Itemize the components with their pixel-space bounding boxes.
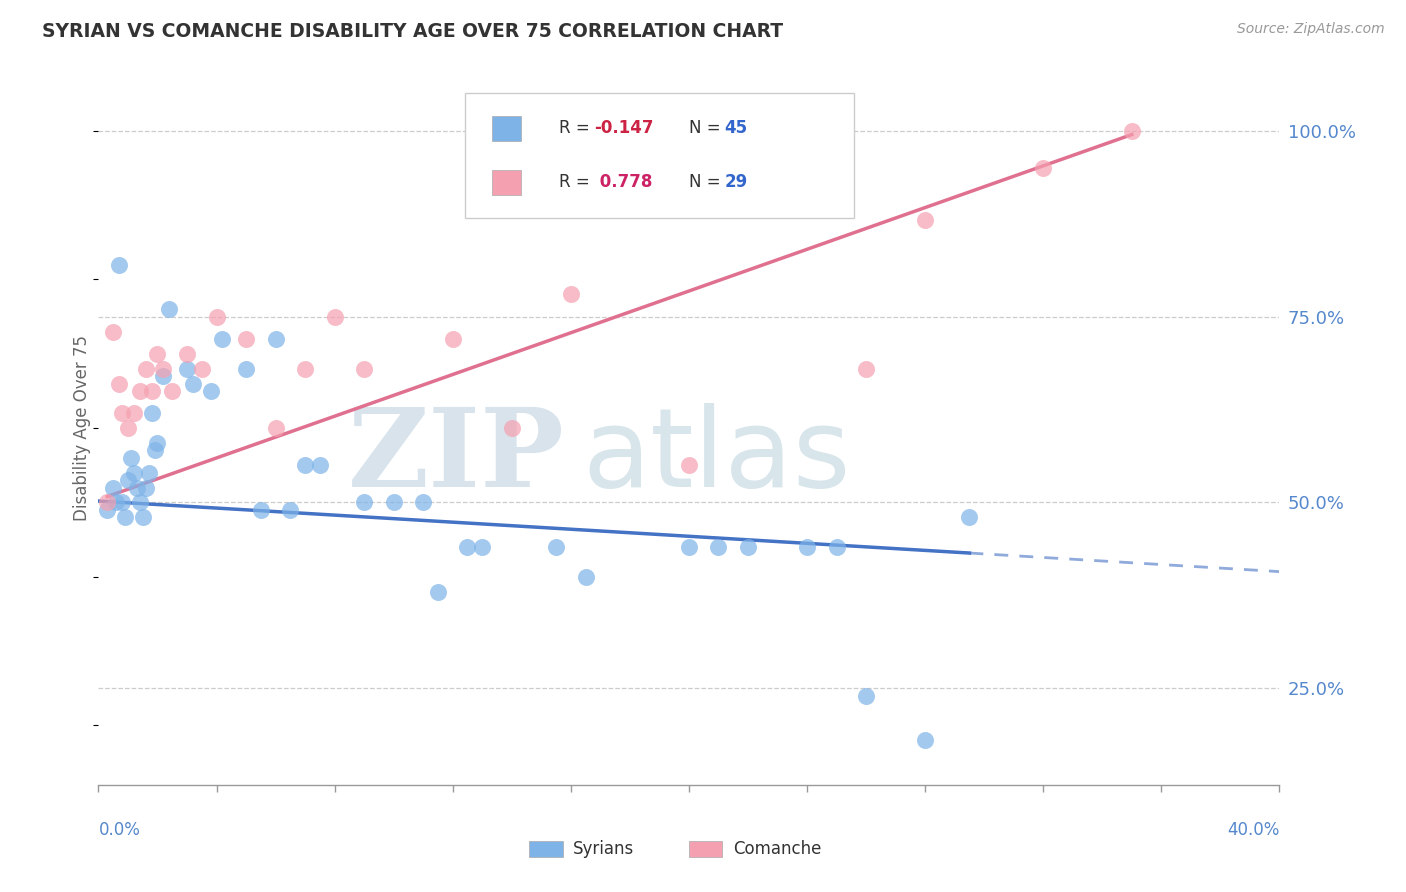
Text: atlas: atlas bbox=[582, 403, 851, 510]
Point bbox=[412, 495, 434, 509]
Point bbox=[796, 540, 818, 554]
Point bbox=[914, 733, 936, 747]
Text: R =: R = bbox=[560, 173, 595, 191]
Point bbox=[152, 361, 174, 376]
Point bbox=[1121, 124, 1143, 138]
Point bbox=[108, 258, 131, 272]
Point bbox=[382, 495, 405, 509]
Point bbox=[1032, 161, 1054, 175]
Point bbox=[427, 584, 450, 599]
Point bbox=[117, 421, 139, 435]
Point bbox=[103, 325, 125, 339]
Point bbox=[181, 376, 204, 391]
Text: 0.778: 0.778 bbox=[595, 173, 652, 191]
Point bbox=[122, 406, 145, 420]
Point bbox=[353, 361, 375, 376]
Point bbox=[250, 503, 273, 517]
Point bbox=[132, 510, 155, 524]
Point bbox=[135, 361, 157, 376]
Point bbox=[135, 481, 157, 495]
Bar bbox=[689, 841, 723, 857]
Bar bbox=[530, 841, 562, 857]
Text: SYRIAN VS COMANCHE DISABILITY AGE OVER 75 CORRELATION CHART: SYRIAN VS COMANCHE DISABILITY AGE OVER 7… bbox=[42, 22, 783, 41]
Point bbox=[191, 361, 214, 376]
Point bbox=[146, 347, 169, 361]
Point bbox=[678, 458, 700, 473]
Text: N =: N = bbox=[689, 173, 725, 191]
Point bbox=[914, 213, 936, 227]
Point bbox=[205, 310, 228, 324]
Point bbox=[141, 406, 163, 420]
Point bbox=[96, 503, 118, 517]
Point bbox=[138, 466, 160, 480]
FancyBboxPatch shape bbox=[464, 93, 855, 218]
Point bbox=[235, 361, 257, 376]
Point bbox=[737, 176, 759, 190]
Point bbox=[128, 384, 150, 398]
Bar bbox=[492, 116, 520, 141]
Point bbox=[501, 421, 523, 435]
Point bbox=[471, 540, 494, 554]
Point bbox=[353, 495, 375, 509]
Point bbox=[441, 332, 464, 346]
Text: -0.147: -0.147 bbox=[595, 120, 654, 137]
Point bbox=[141, 384, 163, 398]
Point bbox=[125, 481, 148, 495]
Point bbox=[737, 540, 759, 554]
Text: Comanche: Comanche bbox=[733, 840, 821, 858]
Point bbox=[146, 436, 169, 450]
Point bbox=[211, 332, 233, 346]
Point bbox=[574, 570, 596, 584]
Text: 0.0%: 0.0% bbox=[98, 821, 141, 838]
Bar bbox=[492, 169, 520, 194]
Point bbox=[855, 689, 877, 703]
Point bbox=[176, 361, 198, 376]
Point bbox=[114, 510, 136, 524]
Point bbox=[323, 310, 346, 324]
Point bbox=[162, 384, 183, 398]
Point bbox=[560, 287, 582, 301]
Point bbox=[264, 332, 287, 346]
Point bbox=[278, 503, 302, 517]
Point bbox=[456, 540, 478, 554]
Text: Syrians: Syrians bbox=[574, 840, 634, 858]
Point bbox=[108, 376, 131, 391]
Point bbox=[200, 384, 222, 398]
Point bbox=[959, 510, 981, 524]
Point bbox=[294, 361, 316, 376]
Text: ZIP: ZIP bbox=[349, 403, 565, 510]
Y-axis label: Disability Age Over 75: Disability Age Over 75 bbox=[73, 335, 91, 521]
Point bbox=[128, 495, 150, 509]
Text: 45: 45 bbox=[724, 120, 748, 137]
Point bbox=[143, 443, 166, 458]
Point bbox=[309, 458, 332, 473]
Point bbox=[707, 540, 730, 554]
Point bbox=[122, 466, 145, 480]
Point bbox=[546, 540, 568, 554]
Text: 40.0%: 40.0% bbox=[1227, 821, 1279, 838]
Point bbox=[264, 421, 287, 435]
Point bbox=[855, 361, 877, 376]
Point bbox=[152, 369, 174, 384]
Point bbox=[103, 481, 125, 495]
Point bbox=[678, 540, 700, 554]
Point bbox=[157, 302, 180, 317]
Point bbox=[235, 332, 257, 346]
Text: R =: R = bbox=[560, 120, 595, 137]
Text: 29: 29 bbox=[724, 173, 748, 191]
Point bbox=[176, 347, 198, 361]
Text: Source: ZipAtlas.com: Source: ZipAtlas.com bbox=[1237, 22, 1385, 37]
Point bbox=[111, 406, 134, 420]
Point bbox=[294, 458, 316, 473]
Point bbox=[111, 495, 134, 509]
Point bbox=[96, 495, 118, 509]
Point bbox=[825, 540, 848, 554]
Point bbox=[120, 450, 142, 465]
Point bbox=[105, 495, 128, 509]
Text: N =: N = bbox=[689, 120, 725, 137]
Point bbox=[117, 473, 139, 487]
